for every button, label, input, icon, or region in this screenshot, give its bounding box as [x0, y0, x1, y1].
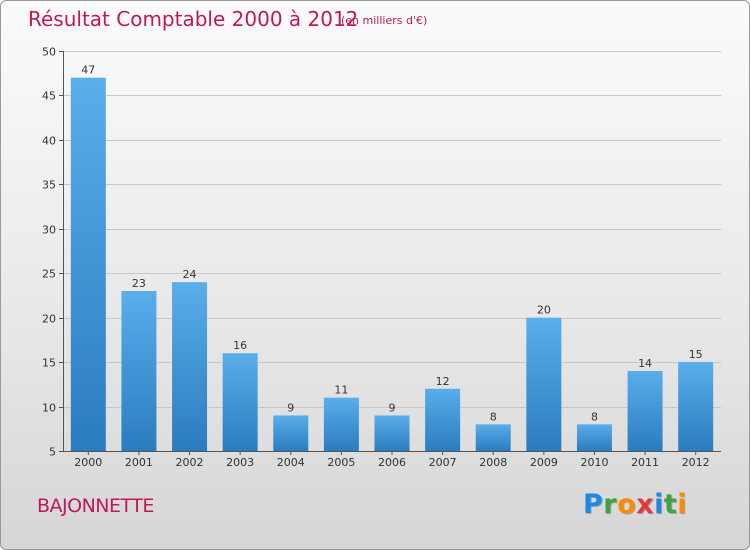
x-tick-label-2005: 2005 [327, 456, 355, 469]
x-tick-label-2000: 2000 [74, 456, 102, 469]
proxiti-logo: Proxiti [583, 489, 687, 520]
x-tick-label-2001: 2001 [125, 456, 153, 469]
bar-2010 [576, 424, 612, 451]
bar-2011 [627, 371, 663, 451]
bar-2003 [222, 353, 258, 451]
data-label-2008: 8 [490, 410, 497, 423]
bar-2006 [374, 415, 410, 451]
x-tick-label-2008: 2008 [479, 456, 507, 469]
bar-2005 [323, 397, 359, 451]
bar-2008 [475, 424, 511, 451]
x-tick-label-2010: 2010 [580, 456, 608, 469]
logo-letter: x [636, 489, 655, 520]
y-tick-label: 20 [42, 313, 56, 326]
data-label-2007: 12 [436, 375, 450, 388]
data-label-2009: 20 [537, 304, 551, 317]
data-label-2001: 23 [132, 277, 146, 290]
x-tick-label-2009: 2009 [530, 456, 558, 469]
x-tick-label-2011: 2011 [631, 456, 659, 469]
y-tick-label: 25 [42, 268, 56, 281]
y-tick-label: 40 [42, 135, 56, 148]
data-label-2005: 11 [334, 384, 348, 397]
y-tick-label: 10 [42, 402, 56, 415]
data-label-2006: 9 [389, 401, 396, 414]
bar-2009 [526, 317, 562, 451]
chart-title: Résultat Comptable 2000 à 2012 [28, 7, 359, 31]
y-tick-label: 5 [49, 446, 56, 459]
logo-letter: r [603, 489, 618, 520]
x-tick-label-2002: 2002 [176, 456, 204, 469]
y-tick-label: 45 [42, 90, 56, 103]
commune-name: BAJONNETTE [37, 495, 154, 517]
data-label-2003: 16 [233, 339, 247, 352]
y-tick-label: 30 [42, 224, 56, 237]
y-tick-label: 15 [42, 357, 56, 370]
y-tick-label: 35 [42, 179, 56, 192]
data-label-2010: 8 [591, 410, 598, 423]
bar-2012 [678, 362, 714, 451]
logo-letter: i [677, 489, 688, 520]
bar-2007 [425, 388, 461, 451]
x-tick-label-2007: 2007 [429, 456, 457, 469]
logo-letter: P [583, 489, 604, 520]
data-label-2012: 15 [689, 348, 703, 361]
bar-2002 [172, 282, 208, 451]
logo-letter: t [663, 489, 678, 520]
bar-2000 [70, 77, 106, 452]
x-tick-label-2012: 2012 [682, 456, 710, 469]
data-label-2011: 14 [638, 357, 652, 370]
x-tick-label-2003: 2003 [226, 456, 254, 469]
chart-subtitle: (en milliers d'€) [341, 14, 428, 27]
bars [70, 77, 714, 452]
data-label-2002: 24 [183, 268, 197, 281]
logo-letter: o [617, 489, 637, 520]
y-tick-label: 50 [42, 46, 56, 59]
data-label-2000: 47 [81, 64, 95, 77]
x-tick-label-2006: 2006 [378, 456, 406, 469]
logo-letter: i [654, 489, 664, 520]
axes [59, 51, 721, 455]
bar-2001 [121, 291, 157, 451]
labels: 5 10 15 20 25 30 35 40 45 50 47 2000 23 2001 24 2002 16 2… [42, 46, 710, 470]
x-tick-label-2004: 2004 [277, 456, 305, 469]
data-label-2004: 9 [287, 401, 294, 414]
bar-2004 [273, 415, 309, 451]
gridlines [63, 51, 721, 408]
